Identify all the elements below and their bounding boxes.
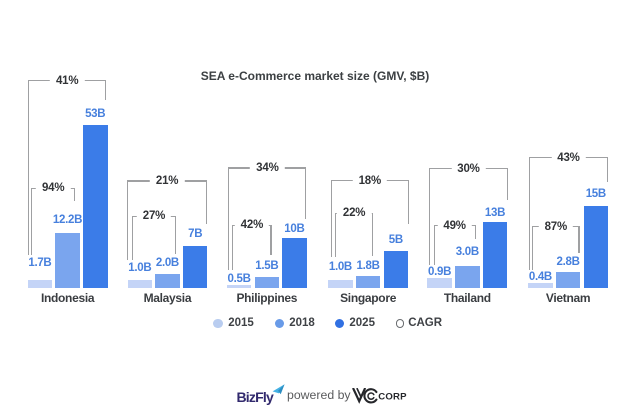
svg-text:CORP: CORP [378, 392, 407, 403]
